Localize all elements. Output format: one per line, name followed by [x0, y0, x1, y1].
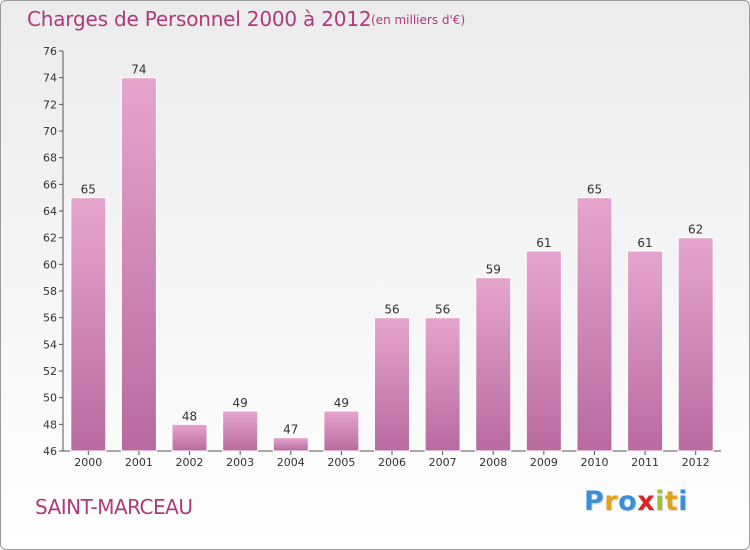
y-tick-label: 56	[43, 312, 57, 325]
data-label: 61	[536, 236, 551, 250]
y-tick-label: 66	[43, 178, 57, 191]
chart-subtitle: (en milliers d'€)	[371, 13, 466, 27]
bar	[222, 410, 259, 452]
data-label: 65	[587, 183, 602, 197]
y-tick-label: 72	[43, 98, 57, 111]
x-tick-label: 2006	[378, 456, 406, 469]
logo-letter: i	[655, 486, 665, 517]
bar	[70, 197, 107, 452]
logo-letter: r	[604, 486, 619, 517]
bar	[374, 317, 410, 452]
x-tick-label: 2007	[429, 456, 457, 469]
data-label: 49	[334, 396, 349, 410]
proxiti-logo: Proxiti	[584, 486, 688, 517]
x-tick-label: 2001	[125, 456, 153, 469]
data-label: 56	[384, 303, 399, 317]
bar	[525, 250, 562, 452]
x-tick-label: 2012	[682, 456, 710, 469]
bar	[171, 423, 208, 452]
x-tick-label: 2003	[226, 456, 254, 469]
bar	[424, 317, 461, 452]
bar	[677, 237, 714, 452]
data-label: 56	[435, 303, 450, 317]
y-tick-label: 70	[43, 125, 57, 138]
logo-letter: P	[584, 486, 605, 517]
bar	[627, 250, 664, 452]
data-label: 48	[182, 409, 197, 423]
y-tick-label: 54	[43, 338, 57, 351]
y-tick-label: 46	[43, 445, 57, 458]
bar	[120, 77, 157, 452]
y-tick-label: 74	[43, 72, 57, 85]
logo-letter: o	[618, 486, 638, 517]
bar	[475, 277, 512, 452]
y-tick-label: 76	[43, 45, 57, 58]
logo-letter: i	[678, 486, 689, 517]
y-tick-label: 62	[43, 232, 57, 245]
data-label: 65	[81, 183, 96, 197]
y-tick-label: 60	[43, 258, 57, 271]
data-label: 59	[486, 263, 501, 277]
y-tick-label: 48	[43, 418, 57, 431]
bar	[323, 410, 360, 452]
x-tick-label: 2011	[631, 456, 659, 469]
x-tick-label: 2008	[479, 456, 507, 469]
bar	[272, 437, 309, 452]
x-tick-label: 2004	[277, 456, 305, 469]
x-tick-label: 2002	[176, 456, 204, 469]
data-label: 62	[688, 223, 703, 237]
bar	[576, 197, 613, 452]
y-tick-label: 52	[43, 365, 57, 378]
x-tick-label: 2010	[580, 456, 608, 469]
x-tick-label: 2009	[530, 456, 558, 469]
y-tick-label: 64	[43, 205, 57, 218]
logo-letter: t	[664, 486, 679, 517]
y-tick-label: 50	[43, 392, 57, 405]
chart-title: Charges de Personnel 2000 à 2012	[27, 7, 372, 31]
location-name: SAINT-MARCEAU	[35, 495, 193, 519]
data-label: 47	[283, 423, 298, 437]
data-label: 74	[131, 63, 146, 77]
logo-letter: x	[637, 486, 656, 517]
data-label: 49	[233, 396, 248, 410]
y-tick-label: 68	[43, 152, 57, 165]
y-tick-label: 58	[43, 285, 57, 298]
data-label: 61	[637, 236, 652, 250]
x-tick-label: 2005	[327, 456, 355, 469]
x-tick-label: 2000	[74, 456, 102, 469]
